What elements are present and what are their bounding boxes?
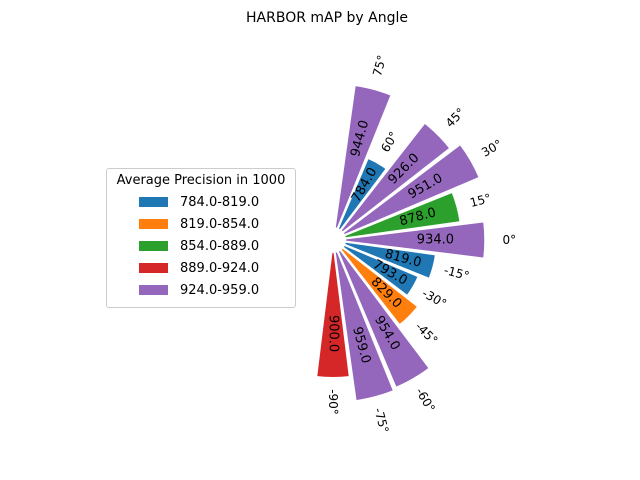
bar--15°	[342, 240, 438, 281]
bar--90°	[315, 250, 351, 379]
bar-75°	[333, 83, 393, 231]
legend-entry: 819.0-854.0	[113, 213, 289, 235]
legend-entry: 784.0-819.0	[113, 191, 289, 213]
legend-swatch	[139, 285, 168, 295]
angle-tick-label: -30°	[420, 286, 449, 311]
angle-tick-label: 15°	[468, 191, 492, 210]
bars-group	[315, 83, 487, 403]
legend-entry: 924.0-959.0	[113, 279, 289, 301]
legend-swatch	[139, 219, 168, 229]
legend-label: 819.0-854.0	[180, 216, 260, 232]
bar--75°	[333, 249, 396, 403]
legend-label: 854.0-889.0	[180, 238, 260, 254]
value-labels-group: 900.0 959.0954.0829.0793.0819.0934.0878.0…	[326, 119, 455, 365]
legend-swatch	[139, 197, 168, 207]
chart-title: HARBOR mAP by Angle	[246, 10, 408, 26]
legend-entry: 889.0-924.0	[113, 257, 289, 279]
bar--60°	[336, 248, 432, 390]
bar-60°	[336, 156, 389, 232]
legend-label: 784.0-819.0	[180, 194, 260, 210]
legend-label: 924.0-959.0	[180, 282, 260, 298]
bar--30°	[341, 243, 420, 298]
bar--45°	[338, 245, 420, 327]
angle-tick-label: -15°	[442, 263, 470, 283]
angle-tick-label: 45°	[443, 105, 468, 130]
legend: Average Precision in 1000 784.0-819.0 81…	[106, 168, 296, 308]
angle-tick-label: -90°	[326, 389, 340, 415]
legend-entry: 854.0-889.0	[113, 235, 289, 257]
legend-title: Average Precision in 1000	[116, 173, 286, 188]
angle-tick-label: 75°	[370, 54, 389, 78]
value-label: 934.0	[417, 233, 454, 248]
angle-tick-label: 60°	[378, 129, 401, 154]
bar-30°	[341, 142, 482, 237]
legend-label: 889.0-924.0	[180, 260, 260, 276]
angle-tick-label: 0°	[502, 233, 516, 247]
value-label: 900.0	[326, 315, 341, 352]
angle-tick-label: 30°	[479, 137, 504, 160]
legend-swatch	[139, 263, 168, 273]
angle-tick-label: -60°	[413, 385, 438, 414]
bar-0°	[343, 220, 487, 260]
angle-tick-label: -75°	[371, 406, 391, 434]
bar-15°	[342, 190, 462, 240]
legend-swatch	[139, 241, 168, 251]
bar-45°	[338, 121, 452, 235]
angle-tick-label: -45°	[412, 319, 440, 347]
